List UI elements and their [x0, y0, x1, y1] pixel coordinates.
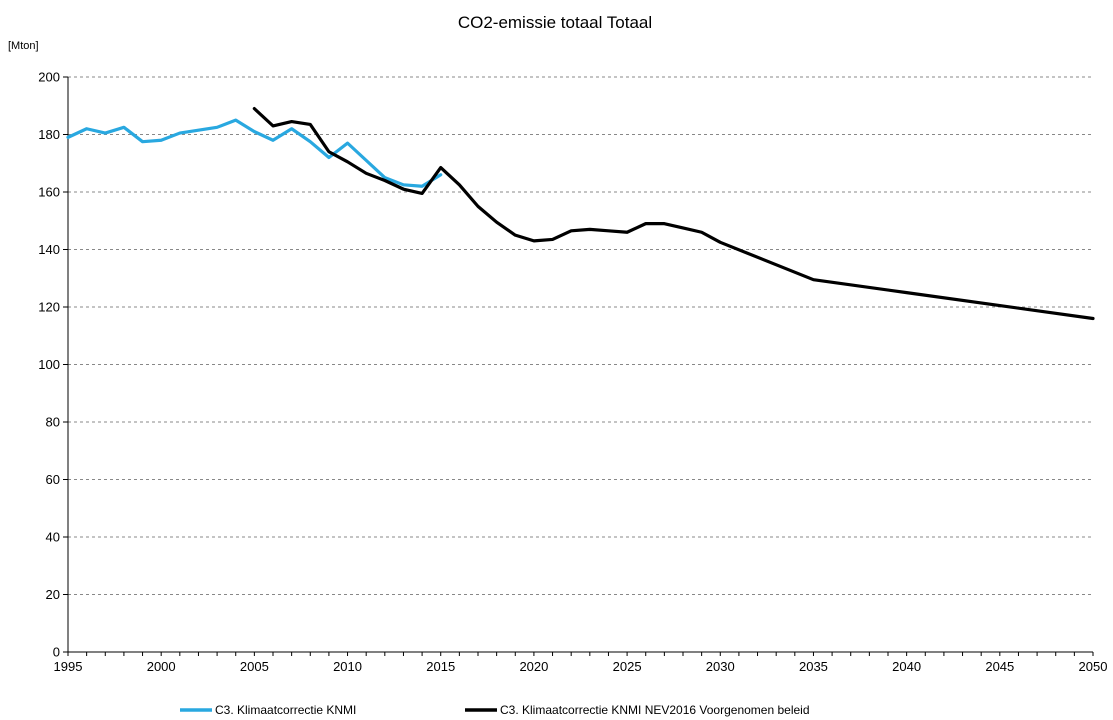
x-tick-label-2015: 2015 [426, 659, 455, 674]
legend-label-2: C3. Klimaatcorrectie KNMI NEV2016 Voorge… [500, 703, 810, 717]
y-tick-label-160: 160 [38, 185, 60, 200]
x-tick-label-2040: 2040 [892, 659, 921, 674]
x-tick-label-2020: 2020 [519, 659, 548, 674]
legend-label-1: C3. Klimaatcorrectie KNMI [215, 703, 356, 717]
gridlines [68, 76, 1093, 595]
chart-title: CO2-emissie totaal Totaal [458, 13, 652, 32]
y-axis-unit-label: [Mton] [8, 40, 39, 52]
y-tick-label-40: 40 [46, 530, 60, 545]
series-line-1 [66, 118, 443, 188]
legend: C3. Klimaatcorrectie KNMI C3. Klimaatcorr… [180, 703, 810, 717]
x-tick-label-2025: 2025 [613, 659, 642, 674]
x-tick-label-1995: 1995 [54, 659, 83, 674]
x-tick-label-2030: 2030 [706, 659, 735, 674]
y-tick-label-180: 180 [38, 127, 60, 142]
y-tick-label-100: 100 [38, 357, 60, 372]
y-tick-label-60: 60 [46, 472, 60, 487]
x-tick-label-2035: 2035 [799, 659, 828, 674]
x-tick-label-2005: 2005 [240, 659, 269, 674]
series-lines [66, 107, 1095, 321]
y-tick-label-120: 120 [38, 300, 60, 315]
x-tick-label-2050: 2050 [1079, 659, 1108, 674]
y-tick-label-20: 20 [46, 587, 60, 602]
y-tick-label-80: 80 [46, 415, 60, 430]
series-line-2 [252, 107, 1095, 321]
x-tick-label-2000: 2000 [147, 659, 176, 674]
y-tick-label-140: 140 [38, 242, 60, 257]
y-tick-label-200: 200 [38, 70, 60, 85]
y-tick-label-0: 0 [53, 645, 60, 660]
x-tick-label-2045: 2045 [985, 659, 1014, 674]
x-tick-label-2010: 2010 [333, 659, 362, 674]
